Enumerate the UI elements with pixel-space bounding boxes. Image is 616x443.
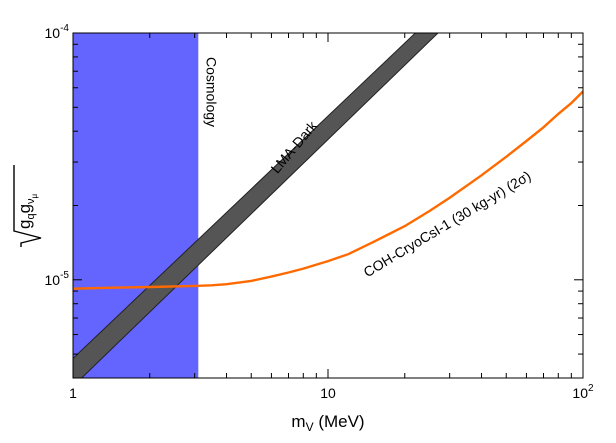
x-axis-label: mV (MeV)	[291, 412, 364, 434]
plot-frame	[72, 32, 584, 379]
svg-text:gqgνμ: gqgνμ	[15, 193, 39, 229]
x-tick-label: 102	[572, 383, 594, 401]
y-tick-label: 10-4	[45, 23, 70, 41]
lma-dark-band	[73, 33, 439, 378]
y-axis-label: gqgνμ	[13, 165, 42, 247]
coh-cryocsi-curve	[73, 90, 583, 290]
y-tick-label: 10-5	[45, 270, 70, 288]
x-tick-label: 1	[69, 385, 77, 401]
sqrt-symbol	[13, 165, 42, 247]
cosmology-label: Cosmology	[203, 57, 219, 127]
x-tick-label: 10	[320, 385, 336, 401]
